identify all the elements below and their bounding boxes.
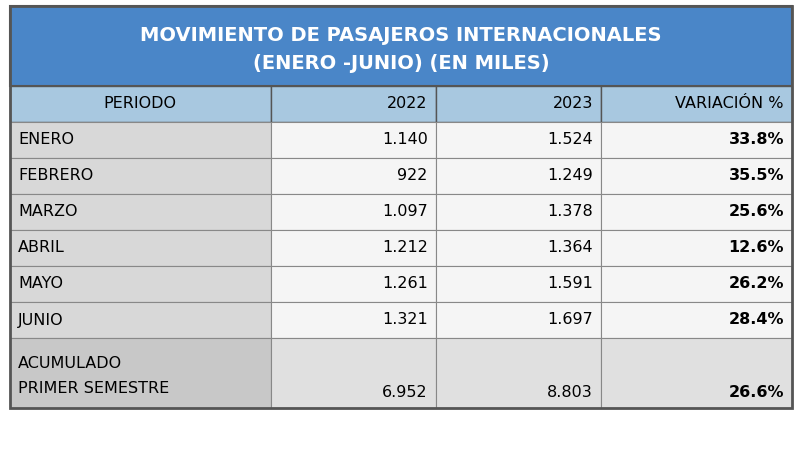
Bar <box>10 158 270 194</box>
Text: 25.6%: 25.6% <box>728 204 784 219</box>
Bar <box>10 230 270 266</box>
Bar <box>435 338 601 408</box>
Bar <box>10 6 792 408</box>
Text: 1.212: 1.212 <box>382 241 427 256</box>
Bar <box>435 266 601 302</box>
Bar <box>601 158 792 194</box>
Text: ENERO: ENERO <box>18 133 74 148</box>
Text: MAYO: MAYO <box>18 276 63 291</box>
Bar <box>601 86 792 122</box>
Text: 28.4%: 28.4% <box>728 312 784 327</box>
Text: 8.803: 8.803 <box>547 385 593 400</box>
Text: ABRIL: ABRIL <box>18 241 65 256</box>
Text: 1.097: 1.097 <box>382 204 427 219</box>
Text: ACUMULADO: ACUMULADO <box>18 355 122 371</box>
Text: 6.952: 6.952 <box>382 385 427 400</box>
Bar <box>601 302 792 338</box>
Text: 12.6%: 12.6% <box>728 241 784 256</box>
Text: 922: 922 <box>397 168 427 183</box>
Bar <box>601 194 792 230</box>
Bar <box>601 338 792 408</box>
Bar <box>10 266 270 302</box>
Bar <box>435 194 601 230</box>
Text: PRIMER SEMESTRE: PRIMER SEMESTRE <box>18 381 169 396</box>
Text: VARIACIÓN %: VARIACIÓN % <box>675 97 784 112</box>
Text: 26.6%: 26.6% <box>728 385 784 400</box>
Text: MARZO: MARZO <box>18 204 78 219</box>
Text: 1.249: 1.249 <box>547 168 593 183</box>
Bar <box>10 86 270 122</box>
Text: 33.8%: 33.8% <box>728 133 784 148</box>
Text: 1.591: 1.591 <box>547 276 593 291</box>
Bar <box>435 122 601 158</box>
Text: 1.321: 1.321 <box>382 312 427 327</box>
Text: 1.524: 1.524 <box>547 133 593 148</box>
Text: 1.364: 1.364 <box>547 241 593 256</box>
Bar <box>435 158 601 194</box>
Bar <box>601 122 792 158</box>
Text: FEBRERO: FEBRERO <box>18 168 93 183</box>
Bar <box>435 86 601 122</box>
Text: 1.378: 1.378 <box>547 204 593 219</box>
Bar <box>270 302 435 338</box>
Bar <box>10 302 270 338</box>
Bar <box>601 230 792 266</box>
Bar <box>270 122 435 158</box>
Text: 2022: 2022 <box>387 97 427 112</box>
Bar <box>270 338 435 408</box>
Text: 35.5%: 35.5% <box>728 168 784 183</box>
Bar <box>270 86 435 122</box>
Text: JUNIO: JUNIO <box>18 312 63 327</box>
Bar <box>270 158 435 194</box>
Text: 1.697: 1.697 <box>547 312 593 327</box>
Text: MOVIMIENTO DE PASAJEROS INTERNACIONALES: MOVIMIENTO DE PASAJEROS INTERNACIONALES <box>140 26 662 45</box>
Bar <box>601 266 792 302</box>
Text: PERIODO: PERIODO <box>103 97 176 112</box>
Bar <box>270 266 435 302</box>
Text: 1.261: 1.261 <box>382 276 427 291</box>
Text: 2023: 2023 <box>553 97 593 112</box>
Bar <box>270 230 435 266</box>
Text: 1.140: 1.140 <box>382 133 427 148</box>
Bar <box>435 302 601 338</box>
Bar <box>10 6 792 86</box>
Text: 26.2%: 26.2% <box>728 276 784 291</box>
Bar <box>10 194 270 230</box>
Bar <box>435 230 601 266</box>
Bar <box>10 338 270 408</box>
Bar <box>270 194 435 230</box>
Text: (ENERO -JUNIO) (EN MILES): (ENERO -JUNIO) (EN MILES) <box>253 54 549 73</box>
Bar <box>10 122 270 158</box>
